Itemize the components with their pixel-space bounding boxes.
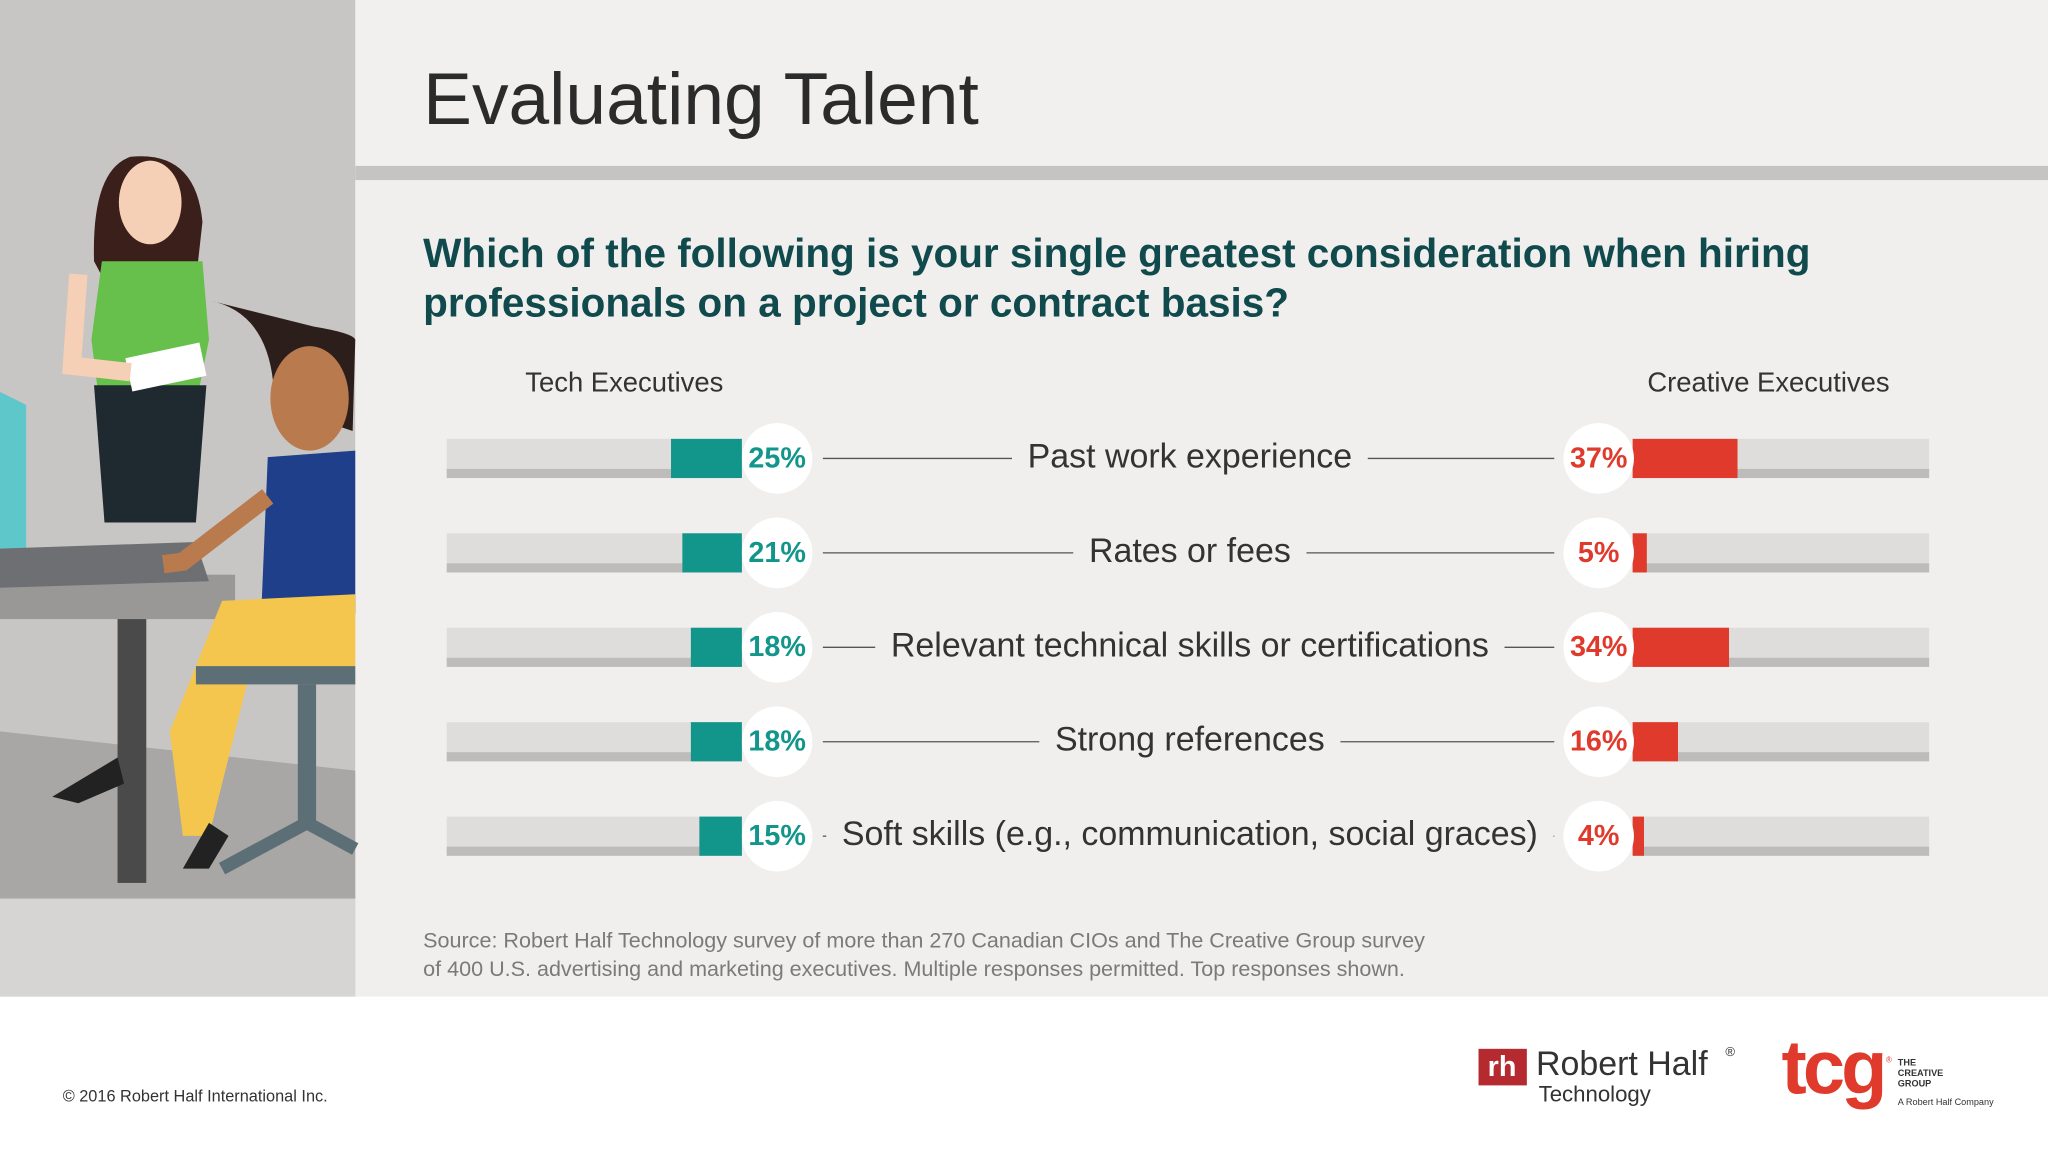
value-label: 25% — [748, 442, 805, 474]
value-label: 34% — [1570, 631, 1627, 663]
label-badge — [741, 706, 813, 778]
robert-half-logo: rh Robert Half ® Technology — [1478, 1044, 1735, 1107]
monitor — [0, 391, 27, 562]
bar-track-shade — [446, 468, 742, 479]
bar — [699, 816, 742, 856]
seated-face — [270, 346, 349, 451]
value-label: 4% — [1578, 820, 1620, 852]
shoe — [182, 822, 229, 869]
face — [118, 160, 182, 245]
notepad — [125, 342, 207, 392]
shoe — [52, 757, 125, 804]
tcg-line: THE — [1898, 1058, 1916, 1068]
bar-track-shade — [446, 846, 742, 856]
arm — [62, 273, 132, 382]
label-badge — [1563, 423, 1634, 494]
value-label: 37% — [1570, 442, 1627, 474]
copyright: © 2016 Robert Half International Inc. — [63, 1087, 328, 1105]
tcg-tagline: A Robert Half Company — [1898, 1097, 1994, 1107]
value-label: 21% — [748, 537, 805, 569]
tcg-mark: tcg — [1782, 1026, 1884, 1111]
value-label: 15% — [748, 820, 805, 852]
bar-track-shade — [1632, 468, 1930, 479]
label-badge — [741, 517, 813, 589]
chart-question: Which of the following is your single gr… — [423, 230, 1810, 326]
content-background — [355, 180, 2048, 997]
label-badge — [1563, 800, 1634, 872]
bar — [690, 627, 742, 667]
header-rule — [355, 165, 2048, 181]
laptop — [0, 542, 209, 588]
bar-track-shade — [1632, 846, 1930, 856]
source-line: Source: Robert Half Technology survey of… — [423, 927, 1425, 952]
bar-track-shade — [446, 657, 742, 667]
label-badge — [1563, 517, 1634, 589]
rh-mark: rh — [1488, 1051, 1517, 1083]
legend-right: Creative Executives — [1647, 366, 1889, 397]
source-line: of 400 U.S. advertising and marketing ex… — [423, 956, 1405, 981]
bar-track-shade — [446, 752, 742, 762]
bar — [1632, 438, 1738, 479]
header-background — [355, 0, 2048, 166]
seated-top — [261, 450, 356, 614]
desk-leg — [117, 613, 147, 883]
label-badge — [741, 800, 813, 872]
label-badge — [741, 612, 813, 683]
value-label: 18% — [748, 631, 805, 663]
tcg-line: GROUP — [1898, 1079, 1931, 1089]
bar — [1632, 627, 1730, 667]
tcg-reg: ® — [1886, 1056, 1892, 1065]
category-label: Past work experience — [1028, 437, 1352, 475]
value-label: 5% — [1578, 537, 1620, 569]
bar — [671, 438, 742, 479]
legend-left: Tech Executives — [525, 366, 723, 397]
bar — [1632, 533, 1647, 573]
category-label: Relevant technical skills or certificati… — [891, 626, 1489, 664]
floor — [0, 731, 356, 899]
category-label: Rates or fees — [1089, 532, 1291, 570]
label-badge — [1563, 612, 1634, 683]
bar-track-shade — [1632, 563, 1930, 573]
category-label: Strong references — [1055, 721, 1325, 759]
chair-seat — [195, 666, 356, 685]
bar — [1632, 816, 1644, 856]
bar-track-shade — [1632, 657, 1930, 667]
chair-post — [297, 684, 317, 829]
illustration — [0, 156, 359, 883]
bar — [1632, 722, 1679, 762]
rh-name: Robert Half — [1536, 1045, 1708, 1083]
rh-reg: ® — [1725, 1044, 1735, 1059]
bar-track-shade — [446, 563, 742, 573]
value-label: 18% — [748, 726, 805, 758]
trousers — [169, 594, 356, 836]
chart: 25% 37% Past work experience 21% 5% Rates or … — [446, 423, 1930, 872]
label-badge — [1563, 706, 1634, 778]
skirt — [94, 385, 207, 523]
bar — [690, 722, 742, 762]
tcg-logo: tcg ® THE CREATIVE GROUP A Robert Half C… — [1782, 1026, 1995, 1111]
seated-arm — [162, 489, 274, 574]
category-label: Soft skills (e.g., communication, social… — [842, 815, 1538, 853]
chair-base — [218, 815, 359, 875]
page-title: Evaluating Talent — [423, 59, 979, 140]
bar — [682, 533, 742, 573]
value-label: 16% — [1570, 726, 1627, 758]
label-badge — [741, 423, 813, 494]
floor-edge — [0, 898, 356, 997]
bar-track-shade — [1632, 752, 1930, 762]
rh-box — [1478, 1048, 1527, 1086]
tcg-line: CREATIVE — [1898, 1068, 1943, 1078]
rh-division: Technology — [1539, 1082, 1652, 1107]
